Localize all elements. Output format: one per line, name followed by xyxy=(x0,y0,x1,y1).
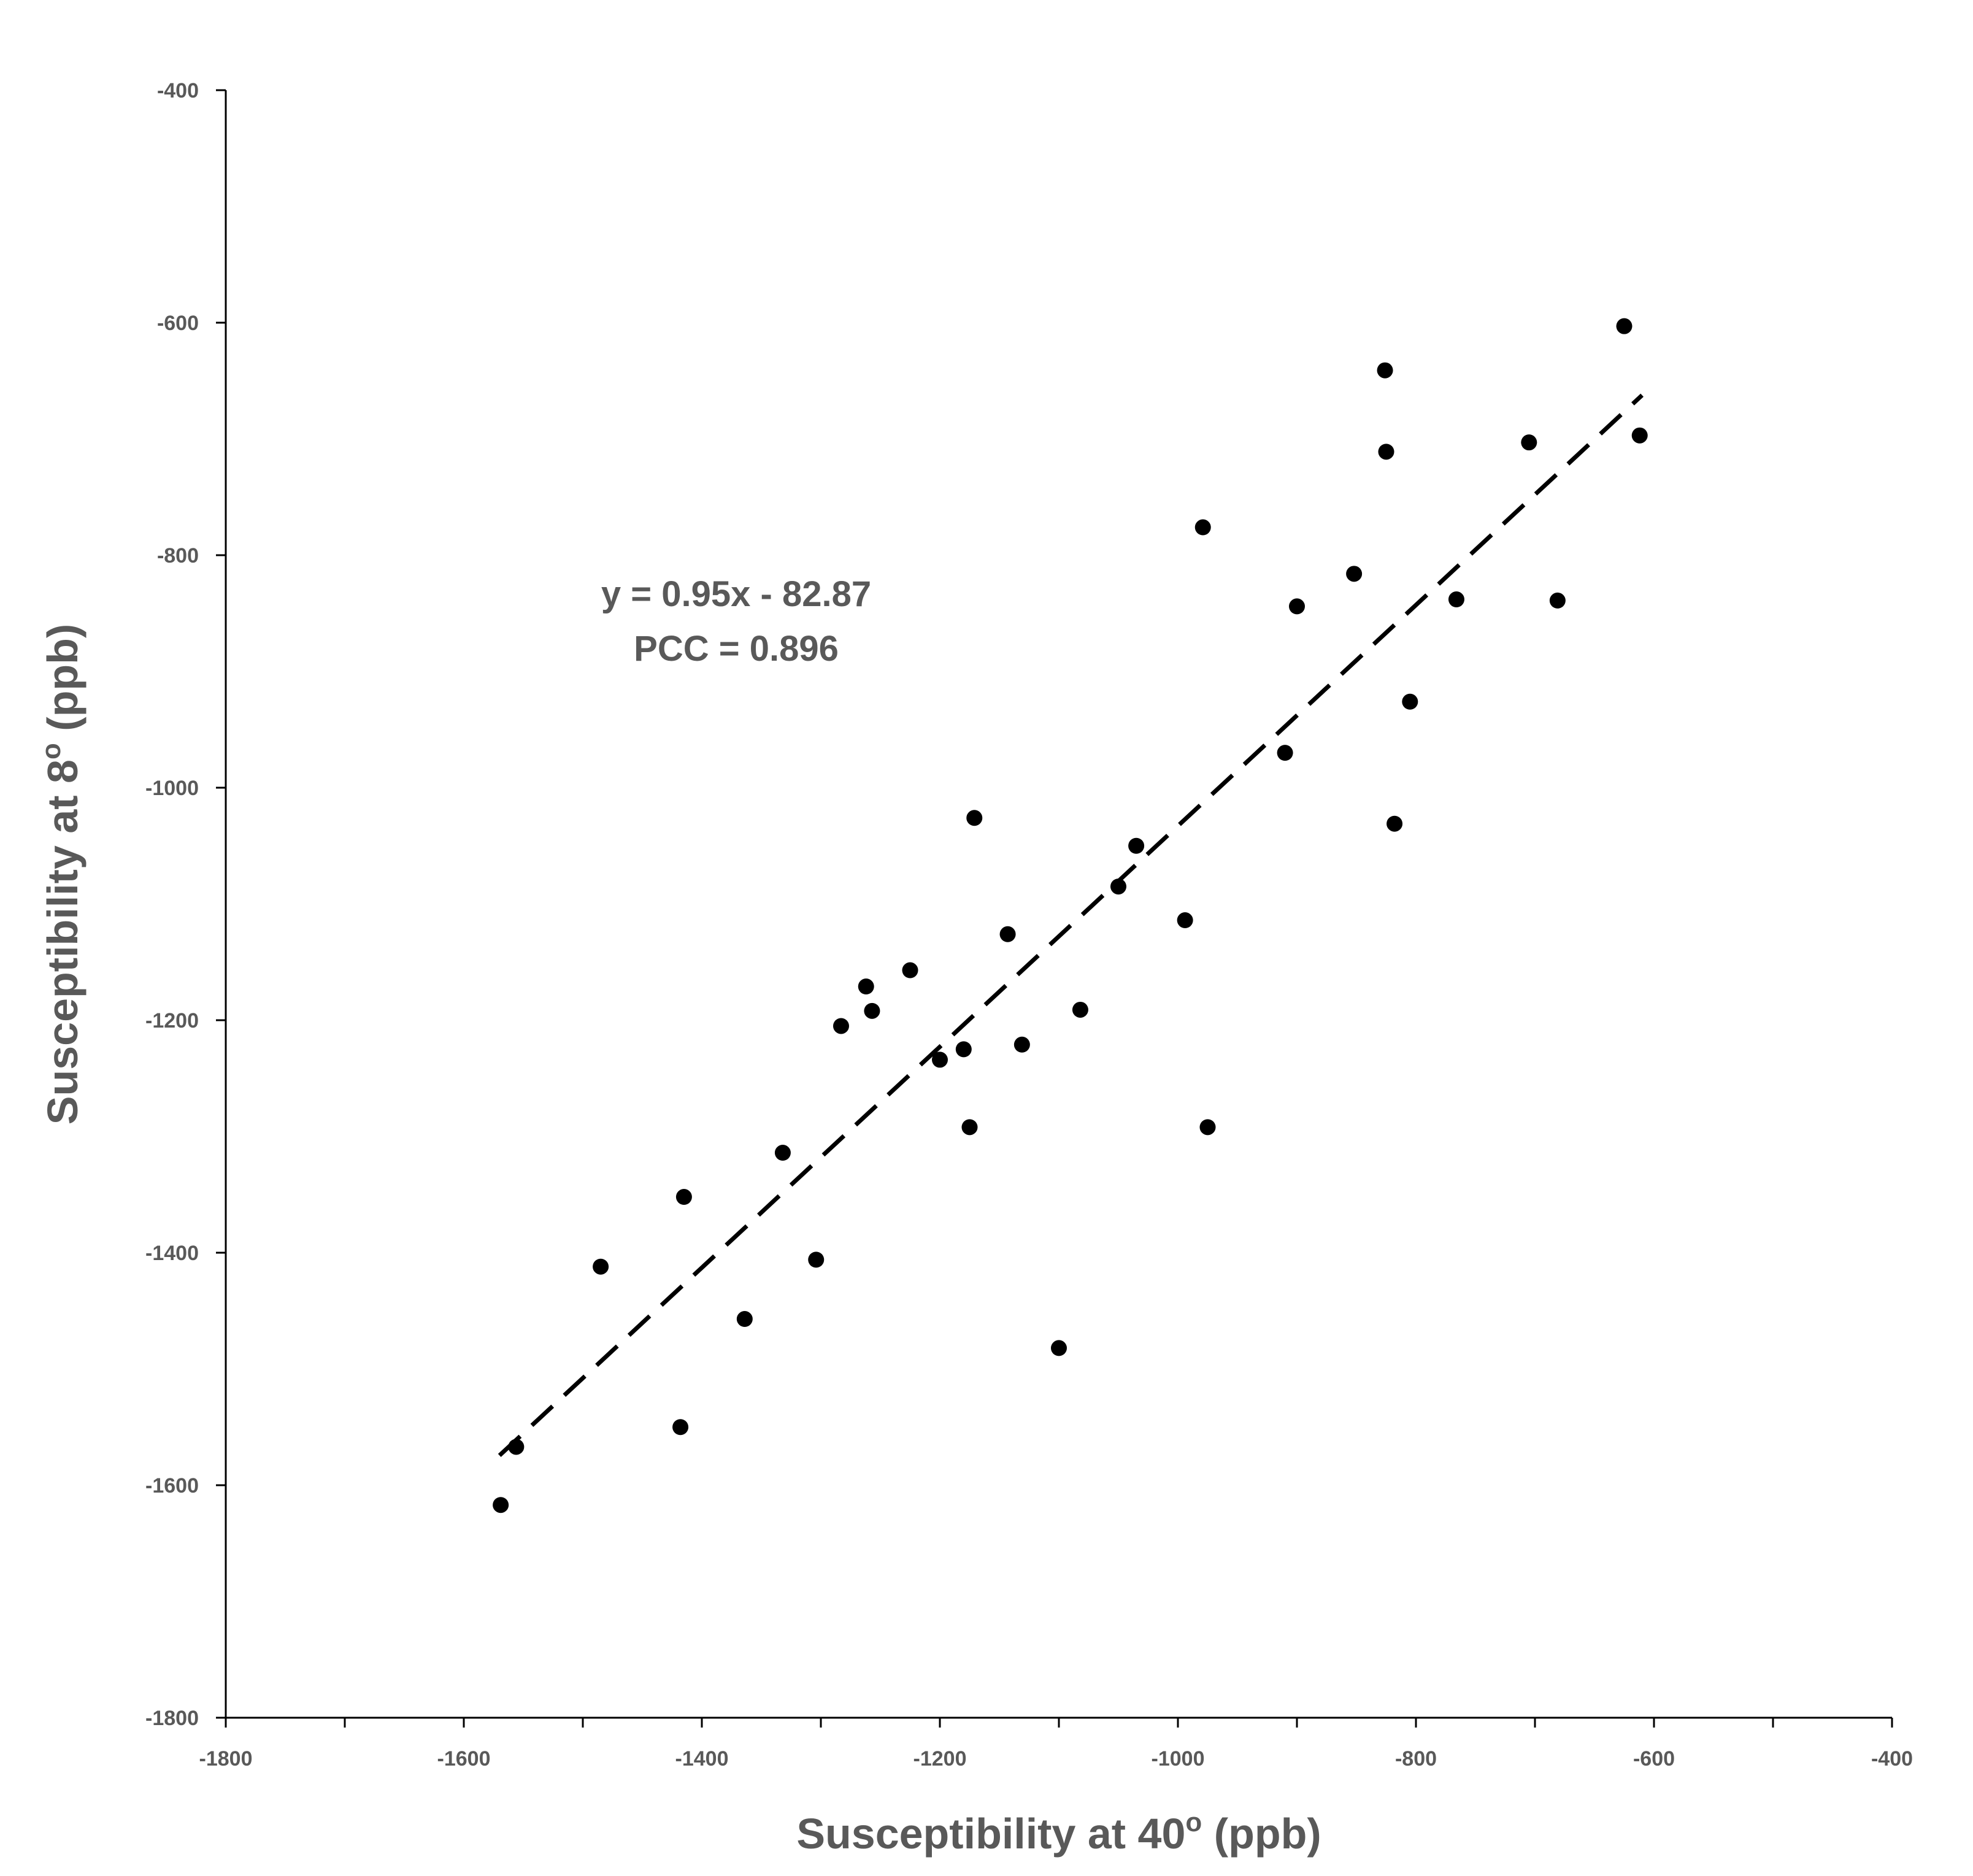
data-point xyxy=(774,1145,791,1161)
x-tick-label: -1600 xyxy=(437,1747,491,1770)
y-axis-title-unit: (ppb) xyxy=(39,624,87,743)
x-tick-label: -1400 xyxy=(675,1747,729,1770)
data-point xyxy=(1616,318,1633,334)
data-point xyxy=(1377,362,1393,379)
data-point xyxy=(864,1002,880,1019)
data-point xyxy=(736,1311,753,1328)
trendline xyxy=(498,393,1644,1457)
data-point xyxy=(955,1041,972,1058)
data-point xyxy=(508,1439,525,1455)
data-point xyxy=(858,978,874,995)
data-point xyxy=(999,926,1016,942)
pcc-annotation: PCC = 0.896 xyxy=(634,629,839,669)
data-point xyxy=(961,1119,978,1136)
data-points xyxy=(493,318,1648,1513)
data-point xyxy=(808,1251,825,1268)
data-point xyxy=(672,1419,689,1436)
data-point xyxy=(1110,878,1126,895)
x-tick-label: -800 xyxy=(1395,1747,1437,1770)
data-point xyxy=(902,962,918,978)
data-point xyxy=(1448,591,1464,608)
equation-annotation: y = 0.95x - 82.87 xyxy=(601,574,871,614)
data-point xyxy=(1346,566,1363,582)
data-point xyxy=(1378,444,1394,460)
data-point xyxy=(1194,519,1211,536)
x-axis-title-main: Susceptibility at 40 xyxy=(796,1810,1185,1858)
y-axis-title-main: Susceptibility at 8 xyxy=(39,759,87,1124)
data-point xyxy=(1177,912,1193,929)
tick-marks xyxy=(216,89,1893,1728)
y-tick-label: -600 xyxy=(157,312,199,335)
y-tick-label: -1400 xyxy=(145,1242,199,1265)
y-tick-label: -400 xyxy=(157,79,199,102)
data-point xyxy=(675,1189,692,1205)
x-axis-title-unit: (ppb) xyxy=(1202,1810,1321,1858)
x-axis-title-superscript: o xyxy=(1185,1807,1202,1837)
x-tick-label: -1000 xyxy=(1152,1747,1205,1770)
x-tick-label: -400 xyxy=(1871,1747,1913,1770)
y-tick-label: -1000 xyxy=(145,777,199,800)
y-tick-label: -800 xyxy=(157,544,199,567)
data-point xyxy=(1072,1001,1088,1018)
data-point xyxy=(1521,434,1537,451)
data-point xyxy=(932,1051,948,1068)
x-tick-label: -600 xyxy=(1633,1747,1675,1770)
data-point xyxy=(966,810,983,826)
data-point xyxy=(1013,1036,1030,1053)
data-point xyxy=(1402,693,1418,710)
data-point xyxy=(1051,1340,1067,1356)
x-axis-title: Susceptibility at 40o (ppb) xyxy=(796,1807,1321,1858)
data-point xyxy=(1128,837,1145,854)
data-point xyxy=(1549,592,1566,609)
data-point xyxy=(493,1497,509,1513)
tick-labels: -1800 -1600 -1400 -1200 -1000 -800 -600 -400 -40… xyxy=(145,79,1913,1770)
data-point xyxy=(1631,427,1648,444)
y-axis-title: Susceptibility at 8o (ppb) xyxy=(36,624,87,1124)
x-tick-label: -1200 xyxy=(913,1747,967,1770)
data-point xyxy=(1386,815,1403,832)
y-axis-title-superscript: o xyxy=(36,743,66,759)
y-tick-label: -1800 xyxy=(145,1707,199,1730)
y-tick-label: -1200 xyxy=(145,1009,199,1032)
data-point xyxy=(1199,1119,1216,1136)
x-tick-label: -1800 xyxy=(199,1747,253,1770)
data-point xyxy=(833,1018,849,1034)
data-point xyxy=(1277,745,1293,761)
data-point xyxy=(593,1258,609,1275)
data-point xyxy=(1289,598,1305,615)
y-tick-label: -1600 xyxy=(145,1474,199,1497)
